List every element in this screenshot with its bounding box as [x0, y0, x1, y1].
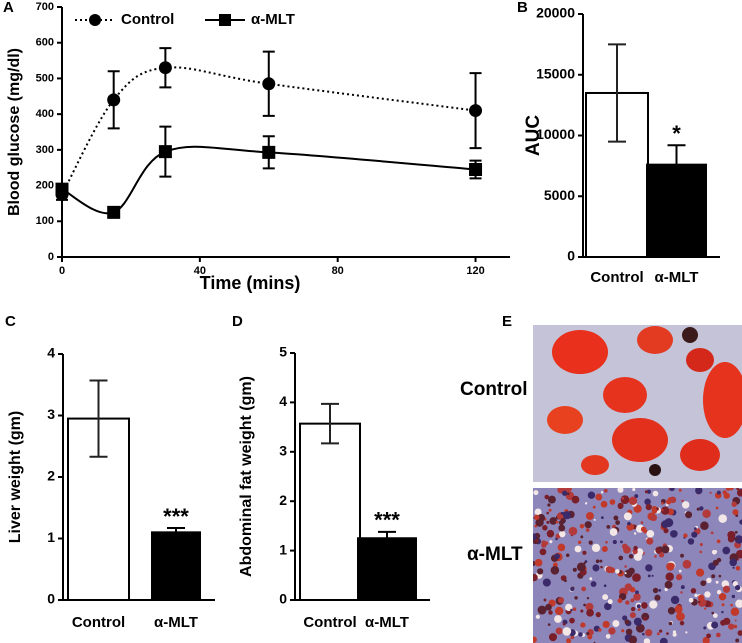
panel-letter: B — [517, 0, 528, 16]
panel-letter: D — [232, 313, 243, 330]
y-tick-label: 0 — [279, 591, 287, 607]
point — [107, 205, 121, 219]
x-tick-label: 120 — [466, 265, 484, 277]
point — [107, 93, 121, 107]
x-tick-label: Control — [72, 614, 125, 631]
series-line — [61, 66, 476, 195]
x-tick-label: Control — [590, 269, 643, 286]
y-tick-label: 15000 — [536, 65, 575, 81]
x-tick-label: α-MLT — [365, 614, 409, 631]
y-tick-label: 700 — [36, 1, 54, 13]
error-bar — [321, 402, 339, 445]
y-tick-label: 2 — [279, 492, 287, 508]
y-tick-label: 400 — [36, 108, 54, 120]
legend-marker — [89, 14, 101, 26]
y-tick-label: 20000 — [536, 5, 575, 21]
panel-letter: E — [502, 313, 512, 330]
stain-image-control — [533, 325, 742, 482]
y-axis-label: Blood glucose (mg/dl) — [6, 48, 23, 216]
legend-marker — [219, 14, 231, 26]
significance-label: * — [672, 121, 681, 146]
x-tick-label: 40 — [194, 265, 206, 277]
error-bar — [378, 530, 396, 546]
y-tick-label: 3 — [279, 443, 287, 459]
x-tick-label: Control — [303, 614, 356, 631]
y-tick-label: 600 — [36, 37, 54, 49]
y-tick-label: 500 — [36, 72, 54, 84]
point — [158, 145, 172, 159]
panel-letter: A — [3, 0, 14, 16]
point — [469, 104, 483, 118]
y-tick-label: 5000 — [544, 187, 575, 203]
x-axis-label: Time (mins) — [200, 273, 301, 293]
y-tick-label: 3 — [47, 406, 55, 422]
legend-label: α-MLT — [251, 11, 295, 28]
y-tick-label: 300 — [36, 144, 54, 156]
y-tick-label: 0 — [567, 248, 575, 264]
significance-label: *** — [163, 504, 189, 529]
error-bar — [608, 43, 626, 143]
y-axis-label: Liver weight (gm) — [7, 411, 24, 543]
point — [262, 77, 276, 91]
error-bar — [167, 527, 185, 538]
point — [158, 61, 172, 75]
error-bar — [667, 144, 686, 186]
y-tick-label: 5 — [279, 344, 287, 360]
bar — [357, 537, 417, 601]
x-tick-label: α-MLT — [655, 269, 699, 286]
image-label: Control — [460, 379, 528, 400]
x-tick-label: α-MLT — [154, 614, 198, 631]
y-tick-label: 100 — [36, 215, 54, 227]
bar — [151, 531, 201, 601]
y-tick-label: 4 — [279, 393, 287, 409]
x-tick-label: 0 — [59, 265, 65, 277]
significance-label: *** — [374, 508, 400, 533]
y-axis-label: Abdominal fat weight (gm) — [238, 376, 255, 577]
y-tick-label: 200 — [36, 179, 54, 191]
panel-letter: C — [5, 313, 16, 330]
error-bar — [89, 379, 108, 458]
y-tick-label: 0 — [48, 251, 54, 263]
y-tick-label: 1 — [279, 541, 287, 557]
y-tick-label: 0 — [47, 591, 55, 607]
y-tick-label: 4 — [47, 345, 55, 361]
stain-image-treated — [533, 488, 742, 643]
legend-label: Control — [121, 11, 174, 28]
x-tick-label: 80 — [332, 265, 344, 277]
point — [262, 145, 276, 159]
y-tick-label: 10000 — [536, 126, 575, 142]
point — [469, 163, 483, 176]
y-tick-label: 1 — [47, 529, 55, 545]
point — [55, 182, 69, 196]
y-tick-label: 2 — [47, 468, 55, 484]
y-axis-label: AUC — [523, 115, 544, 156]
image-label: α-MLT — [467, 544, 523, 565]
series-line — [61, 145, 476, 215]
bar — [299, 422, 361, 601]
